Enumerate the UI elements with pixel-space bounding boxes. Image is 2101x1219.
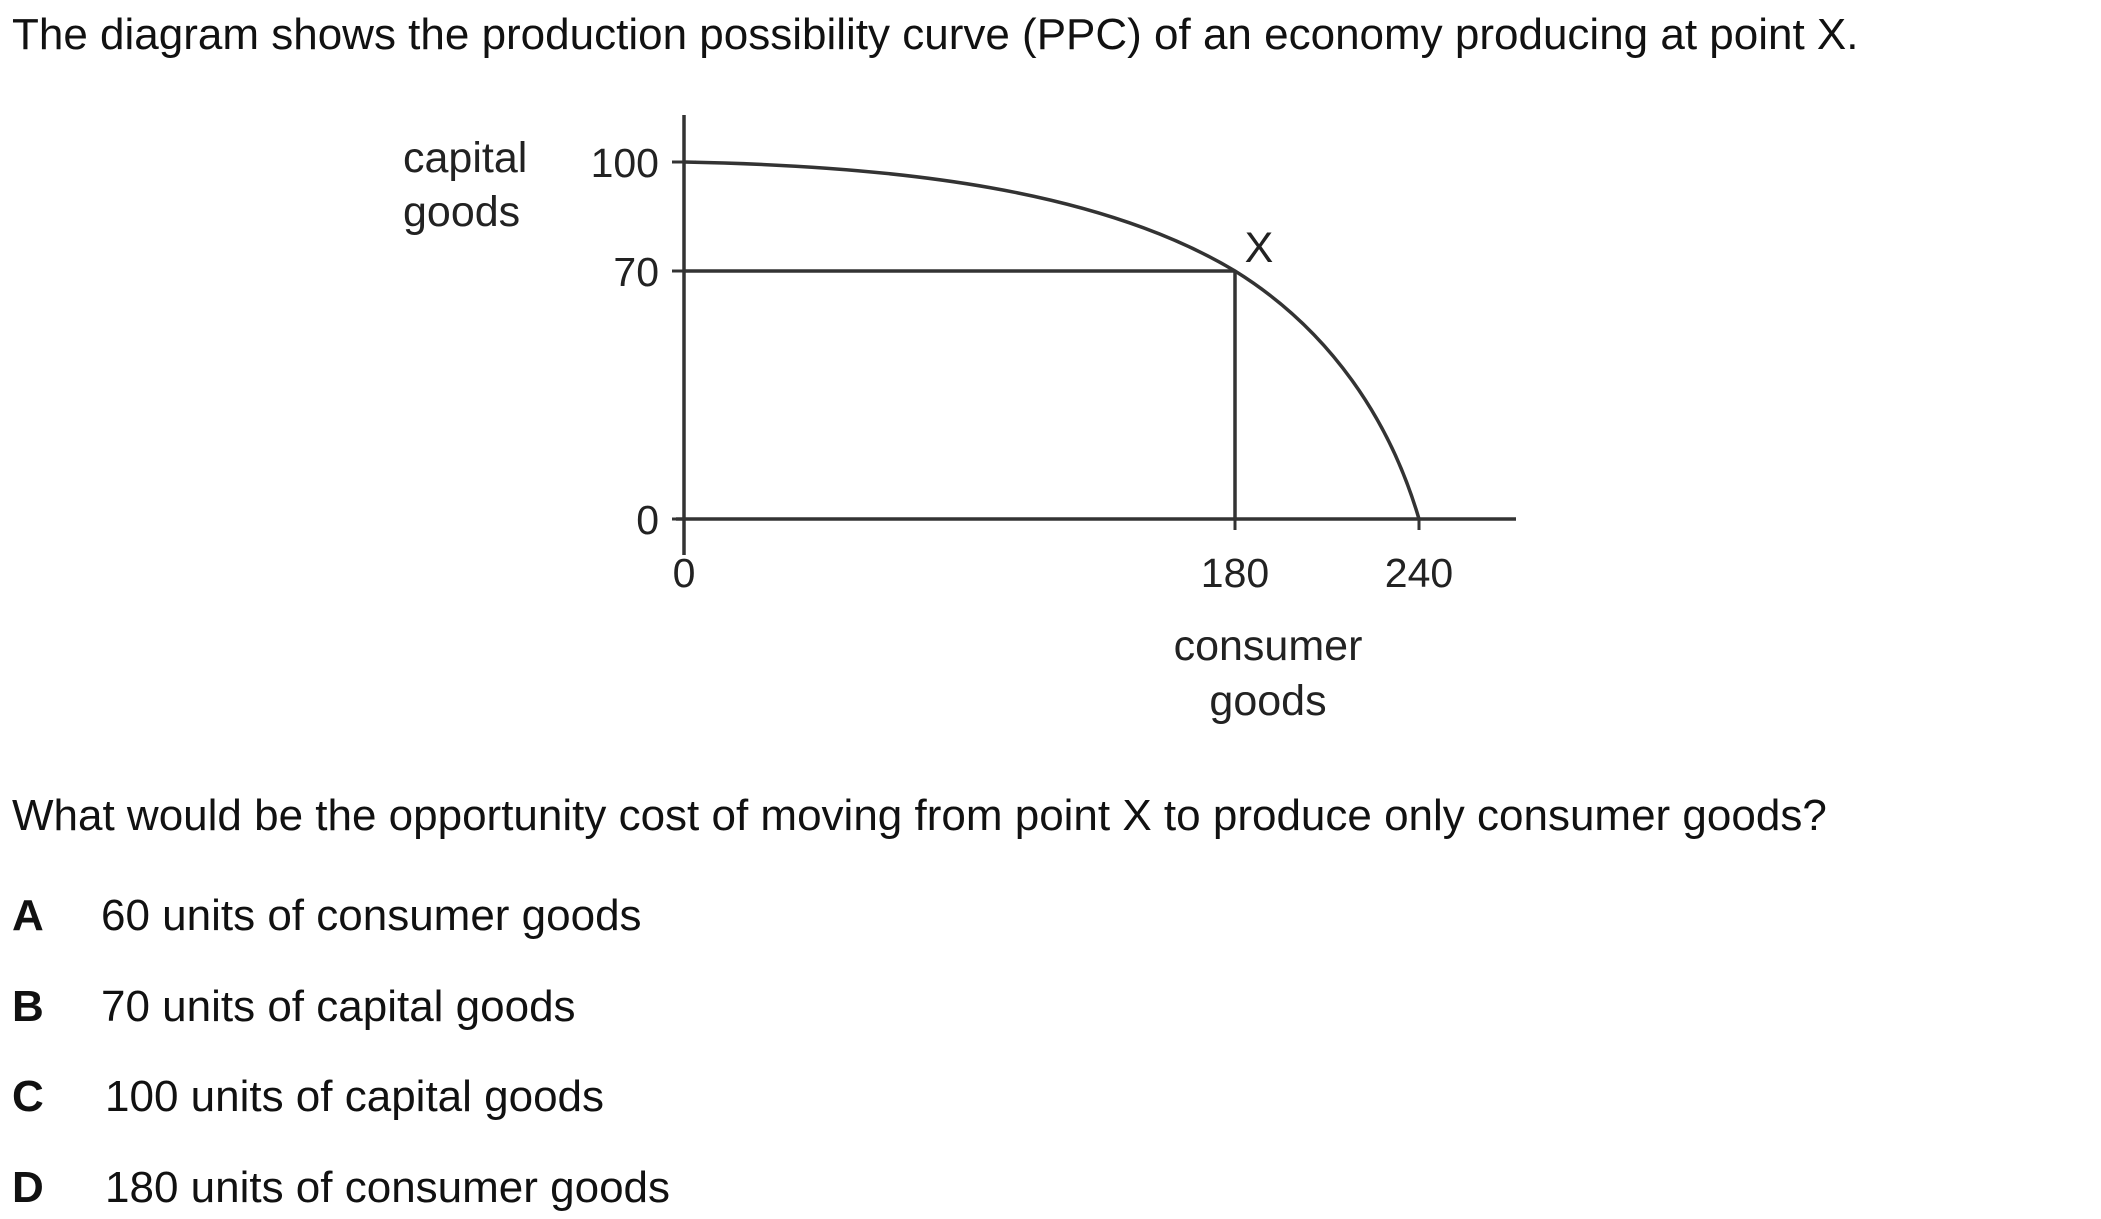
x-axis-label-line2: goods	[1209, 677, 1326, 725]
y-tick-label: 0	[636, 497, 659, 543]
x-axis-label-line1: consumer	[1174, 622, 1363, 670]
option-letter: D	[12, 1163, 44, 1212]
option-text: 100 units of capital goods	[105, 1072, 605, 1121]
x-tick-label: 180	[1201, 550, 1269, 596]
option-text: 60 units of consumer goods	[101, 891, 642, 940]
option-letter: A	[12, 891, 44, 940]
option-letter: C	[12, 1072, 44, 1121]
y-tick-label: 70	[613, 249, 659, 295]
y-axis-label-line1: capital	[403, 134, 527, 182]
option-letter: B	[12, 982, 44, 1031]
ppc-diagram: capital goods consumer goods 100 70 0 0 …	[403, 115, 1516, 725]
point-x-label: X	[1245, 224, 1274, 272]
question-text: What would be the opportunity cost of mo…	[12, 791, 1827, 840]
y-axis-label-line2: goods	[403, 188, 520, 236]
x-tick-label: 0	[673, 550, 696, 596]
y-tick-label: 100	[591, 140, 659, 186]
intro-text: The diagram shows the production possibi…	[12, 10, 1859, 59]
x-tick-label: 240	[1385, 550, 1453, 596]
ppc-curve	[683, 160, 1421, 520]
option-text: 180 units of consumer goods	[105, 1163, 671, 1212]
option-text: 70 units of capital goods	[101, 982, 576, 1031]
